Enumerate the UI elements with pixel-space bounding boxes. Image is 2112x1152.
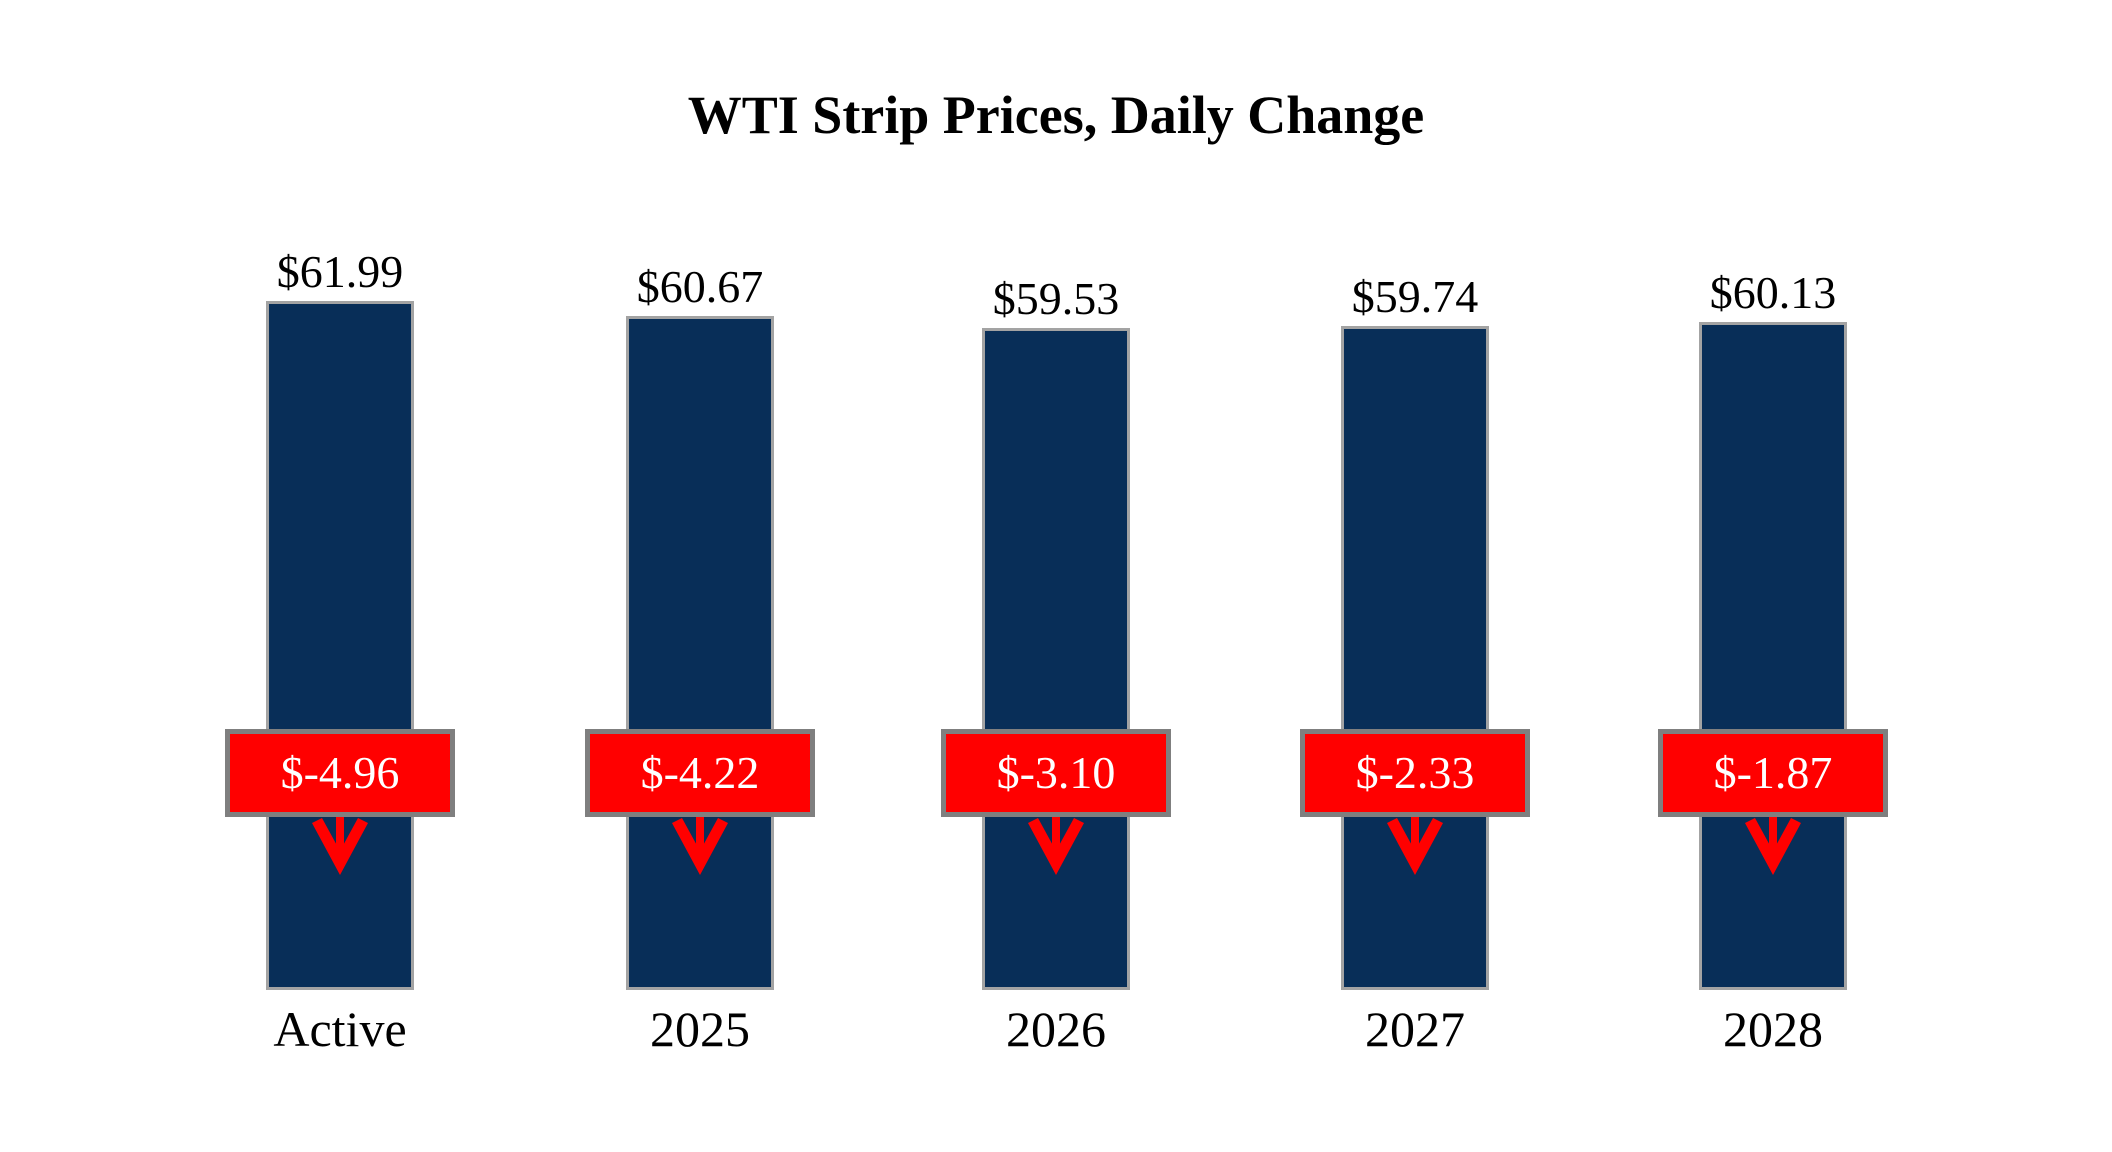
bar	[266, 301, 414, 990]
bar	[1699, 322, 1847, 990]
chart-title: WTI Strip Prices, Daily Change	[687, 85, 1425, 145]
x-axis-label: Active	[273, 1001, 407, 1057]
down-arrow-icon	[1745, 817, 1801, 875]
change-value: $-1.87	[1713, 747, 1833, 798]
change-badge: $-2.33	[1300, 729, 1530, 817]
bar-value-label: $59.74	[1351, 271, 1479, 322]
change-badge: $-3.10	[941, 729, 1171, 817]
bar	[626, 316, 774, 990]
bar-value-label: $60.67	[636, 261, 764, 312]
bar	[1341, 326, 1489, 990]
change-badge: $-1.87	[1658, 729, 1888, 817]
down-arrow-icon	[1028, 817, 1084, 875]
x-axis-label: 2028	[1723, 1001, 1823, 1057]
bar-value-label: $60.13	[1709, 267, 1837, 318]
x-axis-label: 2025	[650, 1001, 750, 1057]
bar-value-label: $59.53	[992, 273, 1120, 324]
change-badge: $-4.22	[585, 729, 815, 817]
down-arrow-icon	[312, 817, 368, 875]
change-value: $-4.96	[280, 747, 400, 798]
change-badge: $-4.96	[225, 729, 455, 817]
bar-value-label: $61.99	[276, 246, 404, 297]
down-arrow-icon	[1387, 817, 1443, 875]
change-value: $-4.22	[640, 747, 760, 798]
down-arrow-icon	[672, 817, 728, 875]
bar	[982, 328, 1130, 990]
change-value: $-2.33	[1355, 747, 1475, 798]
change-value: $-3.10	[996, 747, 1116, 798]
x-axis-label: 2026	[1006, 1001, 1106, 1057]
x-axis-label: 2027	[1365, 1001, 1465, 1057]
